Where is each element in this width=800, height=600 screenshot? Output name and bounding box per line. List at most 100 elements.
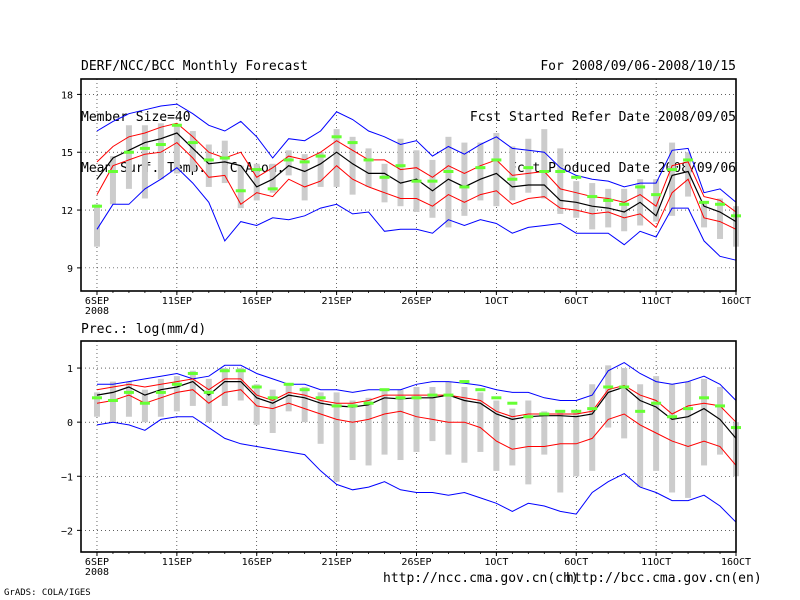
- observed-marker: [187, 371, 198, 375]
- series-upper-line: [96, 122, 737, 213]
- ensemble-range-box: [413, 386, 420, 452]
- ensemble-range-box: [669, 384, 676, 493]
- ensemble-range-box: [333, 392, 340, 482]
- ensemble-range-box: [653, 376, 660, 471]
- ensemble-range-box: [717, 198, 724, 239]
- start-date: Fcst Started Refer Date 2008/09/05: [469, 110, 736, 125]
- observed-marker: [475, 388, 486, 392]
- observed-marker: [475, 166, 486, 170]
- plot-frame: [80, 340, 737, 553]
- ensemble-range-box: [541, 411, 548, 455]
- ensemble-range-box: [589, 384, 596, 471]
- ensemble-range-box: [237, 165, 244, 209]
- ensemble-range-box: [125, 125, 132, 189]
- observed-marker: [235, 369, 246, 373]
- series-lower-line: [96, 141, 737, 230]
- y-tick-label: 12: [61, 206, 73, 217]
- ensemble-range-box: [333, 129, 340, 187]
- series-upper-line: [96, 378, 737, 423]
- ensemble-range-box: [381, 389, 388, 455]
- ensemble-range-box: [125, 381, 132, 417]
- observed-marker: [299, 388, 310, 392]
- x-tick-label: 1OCT: [484, 296, 508, 307]
- ensemble-range-box: [189, 370, 196, 406]
- observed-marker: [395, 396, 406, 400]
- observed-marker: [155, 390, 166, 394]
- ensemble-range-box: [205, 144, 212, 187]
- temperature-panel: 9 12 15 18 6SEP 11SEP 16SEP 21SEP 26SEP 1OCT 6OCT 1…: [61, 78, 751, 317]
- observed-marker: [91, 204, 102, 208]
- ensemble-range-box: [317, 152, 324, 187]
- observed-marker: [507, 401, 518, 405]
- ensemble-range-box: [365, 397, 372, 466]
- ensemble-range-box: [93, 204, 100, 247]
- ensemble-range-box: [557, 148, 564, 214]
- ensemble-range-box: [157, 123, 164, 180]
- observed-marker: [251, 385, 262, 389]
- precip-label: Prec.: log(mm/d): [81, 322, 207, 337]
- observed-marker: [219, 156, 230, 160]
- observed-marker: [203, 158, 214, 162]
- ensemble-range-box: [509, 408, 516, 466]
- ncc-link[interactable]: http://ncc.cma.gov.cn(ch): [383, 571, 579, 586]
- x-tick-label: 26SEP: [401, 296, 431, 307]
- x-tick-label: 11SEP: [162, 296, 192, 307]
- observed-marker: [107, 170, 118, 174]
- observed-marker: [427, 393, 438, 397]
- x-tick-label: 11OCT: [641, 557, 671, 568]
- y-tick-label: 18: [61, 90, 73, 101]
- ensemble-range-box: [493, 132, 500, 207]
- series-min-line: [96, 167, 737, 261]
- observed-marker: [363, 401, 374, 405]
- observed-marker: [171, 123, 182, 127]
- ensemble-range-box: [461, 142, 468, 216]
- y-tick-label: 0: [67, 418, 73, 429]
- observed-marker: [347, 141, 358, 145]
- observed-marker: [683, 158, 694, 162]
- ensemble-range-box: [93, 392, 100, 417]
- observed-marker: [715, 404, 726, 408]
- produced-date: Fcst Produced Date 2008/09/06: [509, 161, 736, 176]
- ensemble-range-box: [685, 152, 692, 197]
- x-tick-label: 16OCT: [721, 296, 751, 307]
- observed-marker: [139, 401, 150, 405]
- y-tick-label: 1: [67, 364, 73, 375]
- observed-marker: [187, 141, 198, 145]
- observed-marker: [715, 202, 726, 206]
- observed-marker: [699, 200, 710, 204]
- observed-marker: [91, 396, 102, 400]
- series-max-line: [96, 103, 737, 203]
- observed-marker: [379, 388, 390, 392]
- bcc-link[interactable]: http://bcc.cma.gov.cn(en): [566, 571, 762, 586]
- header-right: For 2008/09/06-2008/10/15 Fcst Started R…: [470, 24, 736, 194]
- observed-marker: [571, 175, 582, 179]
- ensemble-range-box: [429, 159, 436, 218]
- x-tick-label: 16SEP: [242, 557, 272, 568]
- observed-marker: [331, 135, 342, 139]
- observed-marker: [699, 396, 710, 400]
- forecast-title: DERF/NCC/BCC Monthly Forecast: [81, 59, 308, 74]
- ensemble-range-box: [301, 386, 308, 423]
- observed-marker: [283, 158, 294, 162]
- observed-marker: [635, 185, 646, 189]
- observed-marker: [587, 195, 598, 199]
- observed-marker: [283, 382, 294, 386]
- ensemble-range-box: [253, 384, 260, 425]
- ensemble-range-box: [397, 389, 404, 461]
- ensemble-range-box: [685, 381, 692, 498]
- ensemble-range-box: [269, 389, 276, 433]
- observed-marker: [251, 168, 262, 172]
- observed-marker: [139, 146, 150, 150]
- x-tick-label: 1OCT: [484, 557, 508, 568]
- observed-marker: [315, 154, 326, 158]
- ensemble-range-box: [621, 188, 628, 232]
- observed-marker: [299, 160, 310, 164]
- observed-marker: [155, 143, 166, 147]
- observed-marker: [123, 390, 134, 394]
- observed-marker: [459, 380, 470, 384]
- observed-marker: [123, 150, 134, 154]
- plot-frame: [80, 78, 737, 292]
- observed-marker: [539, 170, 550, 174]
- x-year-label: 2008: [85, 306, 109, 317]
- observed-marker: [107, 399, 118, 403]
